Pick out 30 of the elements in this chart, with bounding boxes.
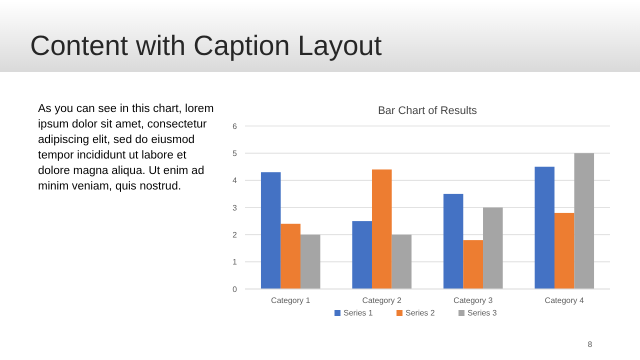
y-tick-label: 6 <box>232 122 238 131</box>
bar <box>300 234 320 289</box>
bar <box>392 234 412 289</box>
y-tick-label: 0 <box>232 284 238 294</box>
legend-label: Series 2 <box>406 308 436 318</box>
bar <box>280 224 301 289</box>
bar <box>463 240 484 289</box>
text: Content with Caption Layout <box>30 30 382 61</box>
y-tick-label: 1 <box>232 258 238 267</box>
legend-label: Series 1 <box>344 308 374 318</box>
y-tick-label: 4 <box>232 176 238 186</box>
y-tick-label: 5 <box>232 148 238 158</box>
bar <box>574 153 594 289</box>
x-tick-label: Category 1 <box>271 296 311 305</box>
x-tick-label: Category 2 <box>362 296 402 305</box>
x-tick-label: Category 3 <box>454 296 494 305</box>
text: As you can see in this chart, lorem ipsum dolor sit amet, consectetur adipiscing elit, sed do eiusmod tempor incididunt ut labore et dolore magna aliqua. Ut enim ad minim veniam, quis nostrud. <box>38 103 214 192</box>
legend-label: Series 3 <box>468 308 498 318</box>
y-tick-label: 2 <box>232 230 238 240</box>
chart-title: Bar Chart of Results <box>378 105 478 117</box>
x-tick-label: Category 4 <box>544 296 584 305</box>
bar <box>260 172 281 289</box>
bar <box>483 208 503 289</box>
bar <box>352 221 372 289</box>
bar <box>534 166 554 289</box>
y-tick-label: 3 <box>232 203 238 212</box>
bar <box>554 212 574 289</box>
bar <box>443 194 464 289</box>
bar <box>372 169 392 289</box>
text: 8 <box>588 340 593 349</box>
